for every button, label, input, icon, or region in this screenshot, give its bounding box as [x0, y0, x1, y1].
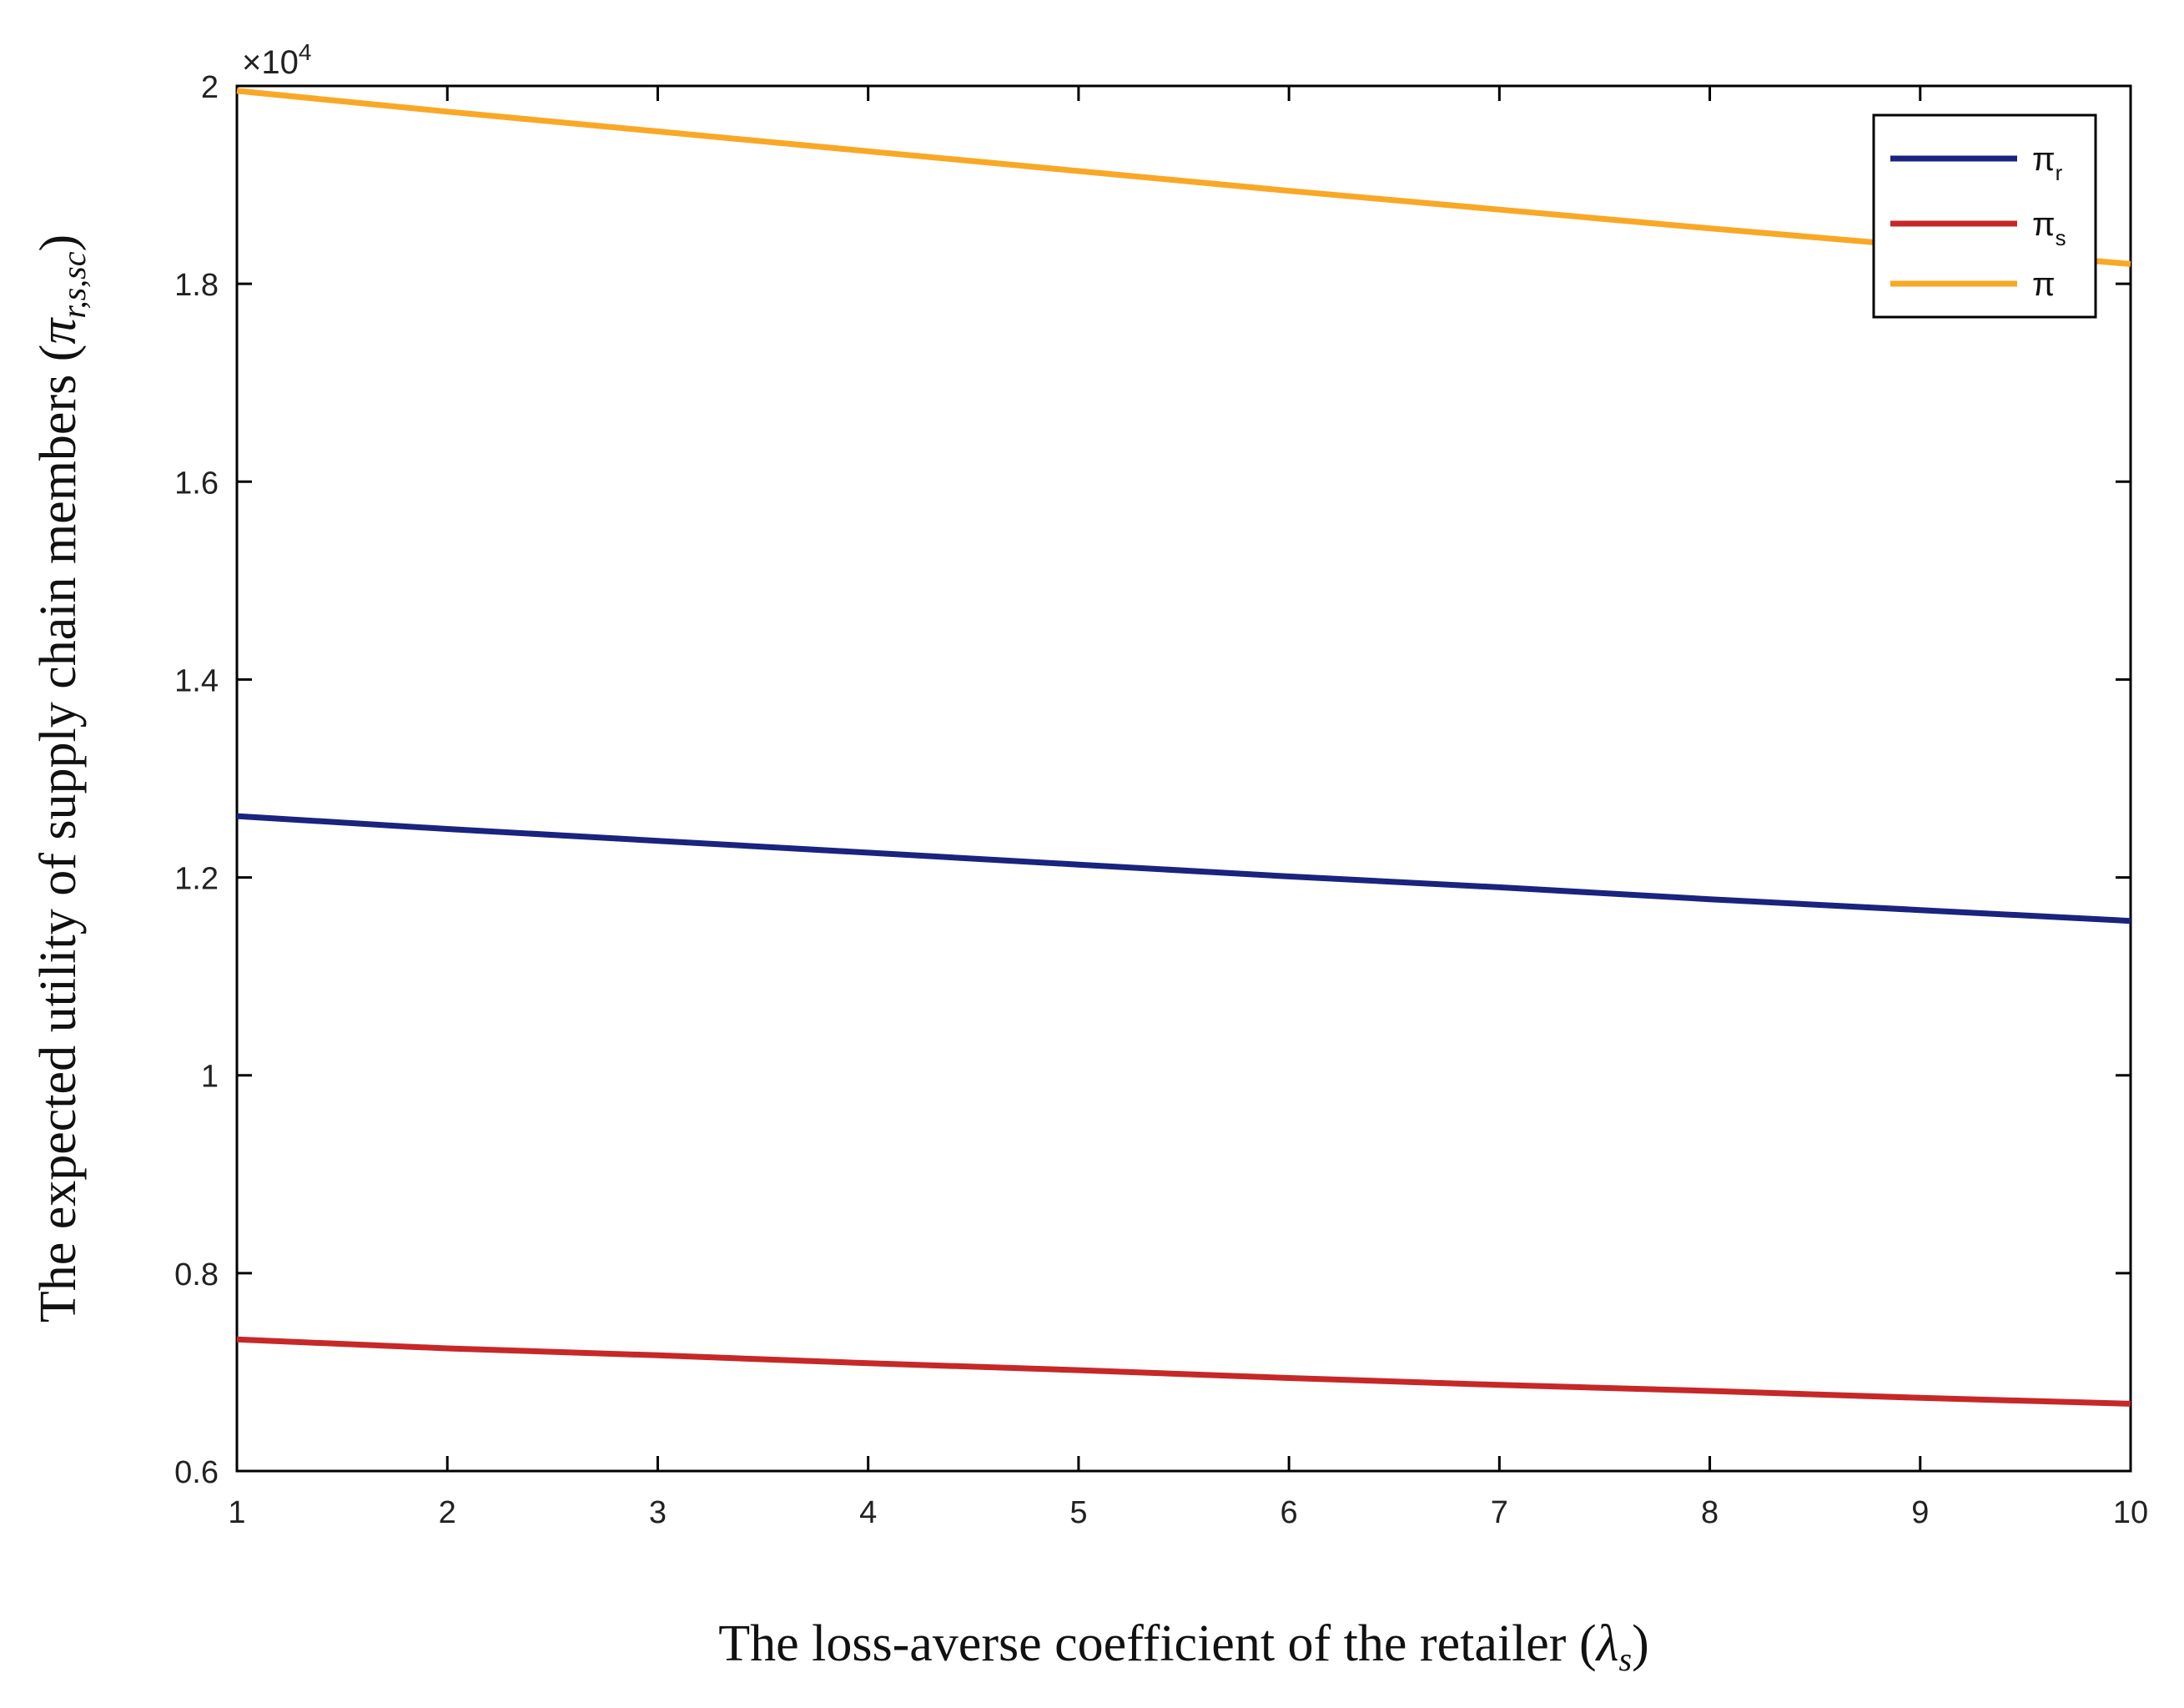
- series-line-pi-s: [236, 1336, 2131, 1407]
- x-tick-label: 6: [1281, 1495, 1298, 1530]
- y-tick-label: 1: [201, 1060, 219, 1095]
- y-tick-label: 2: [201, 70, 219, 105]
- y-exponent-label: ×104: [242, 39, 311, 81]
- y-exponent-base: ×10: [242, 44, 299, 81]
- x-axis-title: The loss-averse coefficient of the retai…: [718, 1615, 1648, 1678]
- x-tick-label: 1: [228, 1495, 245, 1530]
- x-tick-label: 5: [1069, 1495, 1087, 1530]
- legend-label-pi-s: πs: [2032, 206, 2066, 250]
- series-line-pi: [236, 88, 2131, 267]
- x-tick-label: 10: [2113, 1495, 2148, 1530]
- x-tick-label: 8: [1701, 1495, 1719, 1530]
- series-line-pi-r: [236, 813, 2131, 925]
- y-tick-label: 1.8: [174, 268, 219, 303]
- y-tick-label: 0.8: [174, 1257, 219, 1292]
- x-tick-label: 7: [1491, 1495, 1508, 1530]
- plot-area: [235, 84, 2132, 1473]
- y-exponent-power: 4: [299, 39, 312, 65]
- y-tick-label: 1.6: [174, 466, 219, 501]
- y-tick-label: 1.4: [174, 663, 219, 698]
- y-axis-title: The expected utility of supply chain mem…: [30, 234, 93, 1323]
- y-tick-label: 1.2: [174, 862, 219, 897]
- x-tick-label: 2: [439, 1495, 456, 1530]
- y-tick-label: 0.6: [174, 1455, 219, 1490]
- axis-ticks: 1 2 3 4 5 6 7 8 9 10 0.6 0.8 1 1.2 1.4 1.6 1.8 2: [174, 70, 2148, 1530]
- x-tick-label: 3: [649, 1495, 667, 1530]
- x-tick-label: 9: [1911, 1495, 1929, 1530]
- legend-box: [1872, 113, 2097, 319]
- legend-label-pi-r: πr: [2032, 141, 2063, 185]
- x-tick-label: 4: [859, 1495, 877, 1530]
- series-lines: [236, 88, 2131, 1407]
- legend-label-pi: π: [2032, 266, 2056, 303]
- legend: πr πs π: [1872, 113, 2097, 319]
